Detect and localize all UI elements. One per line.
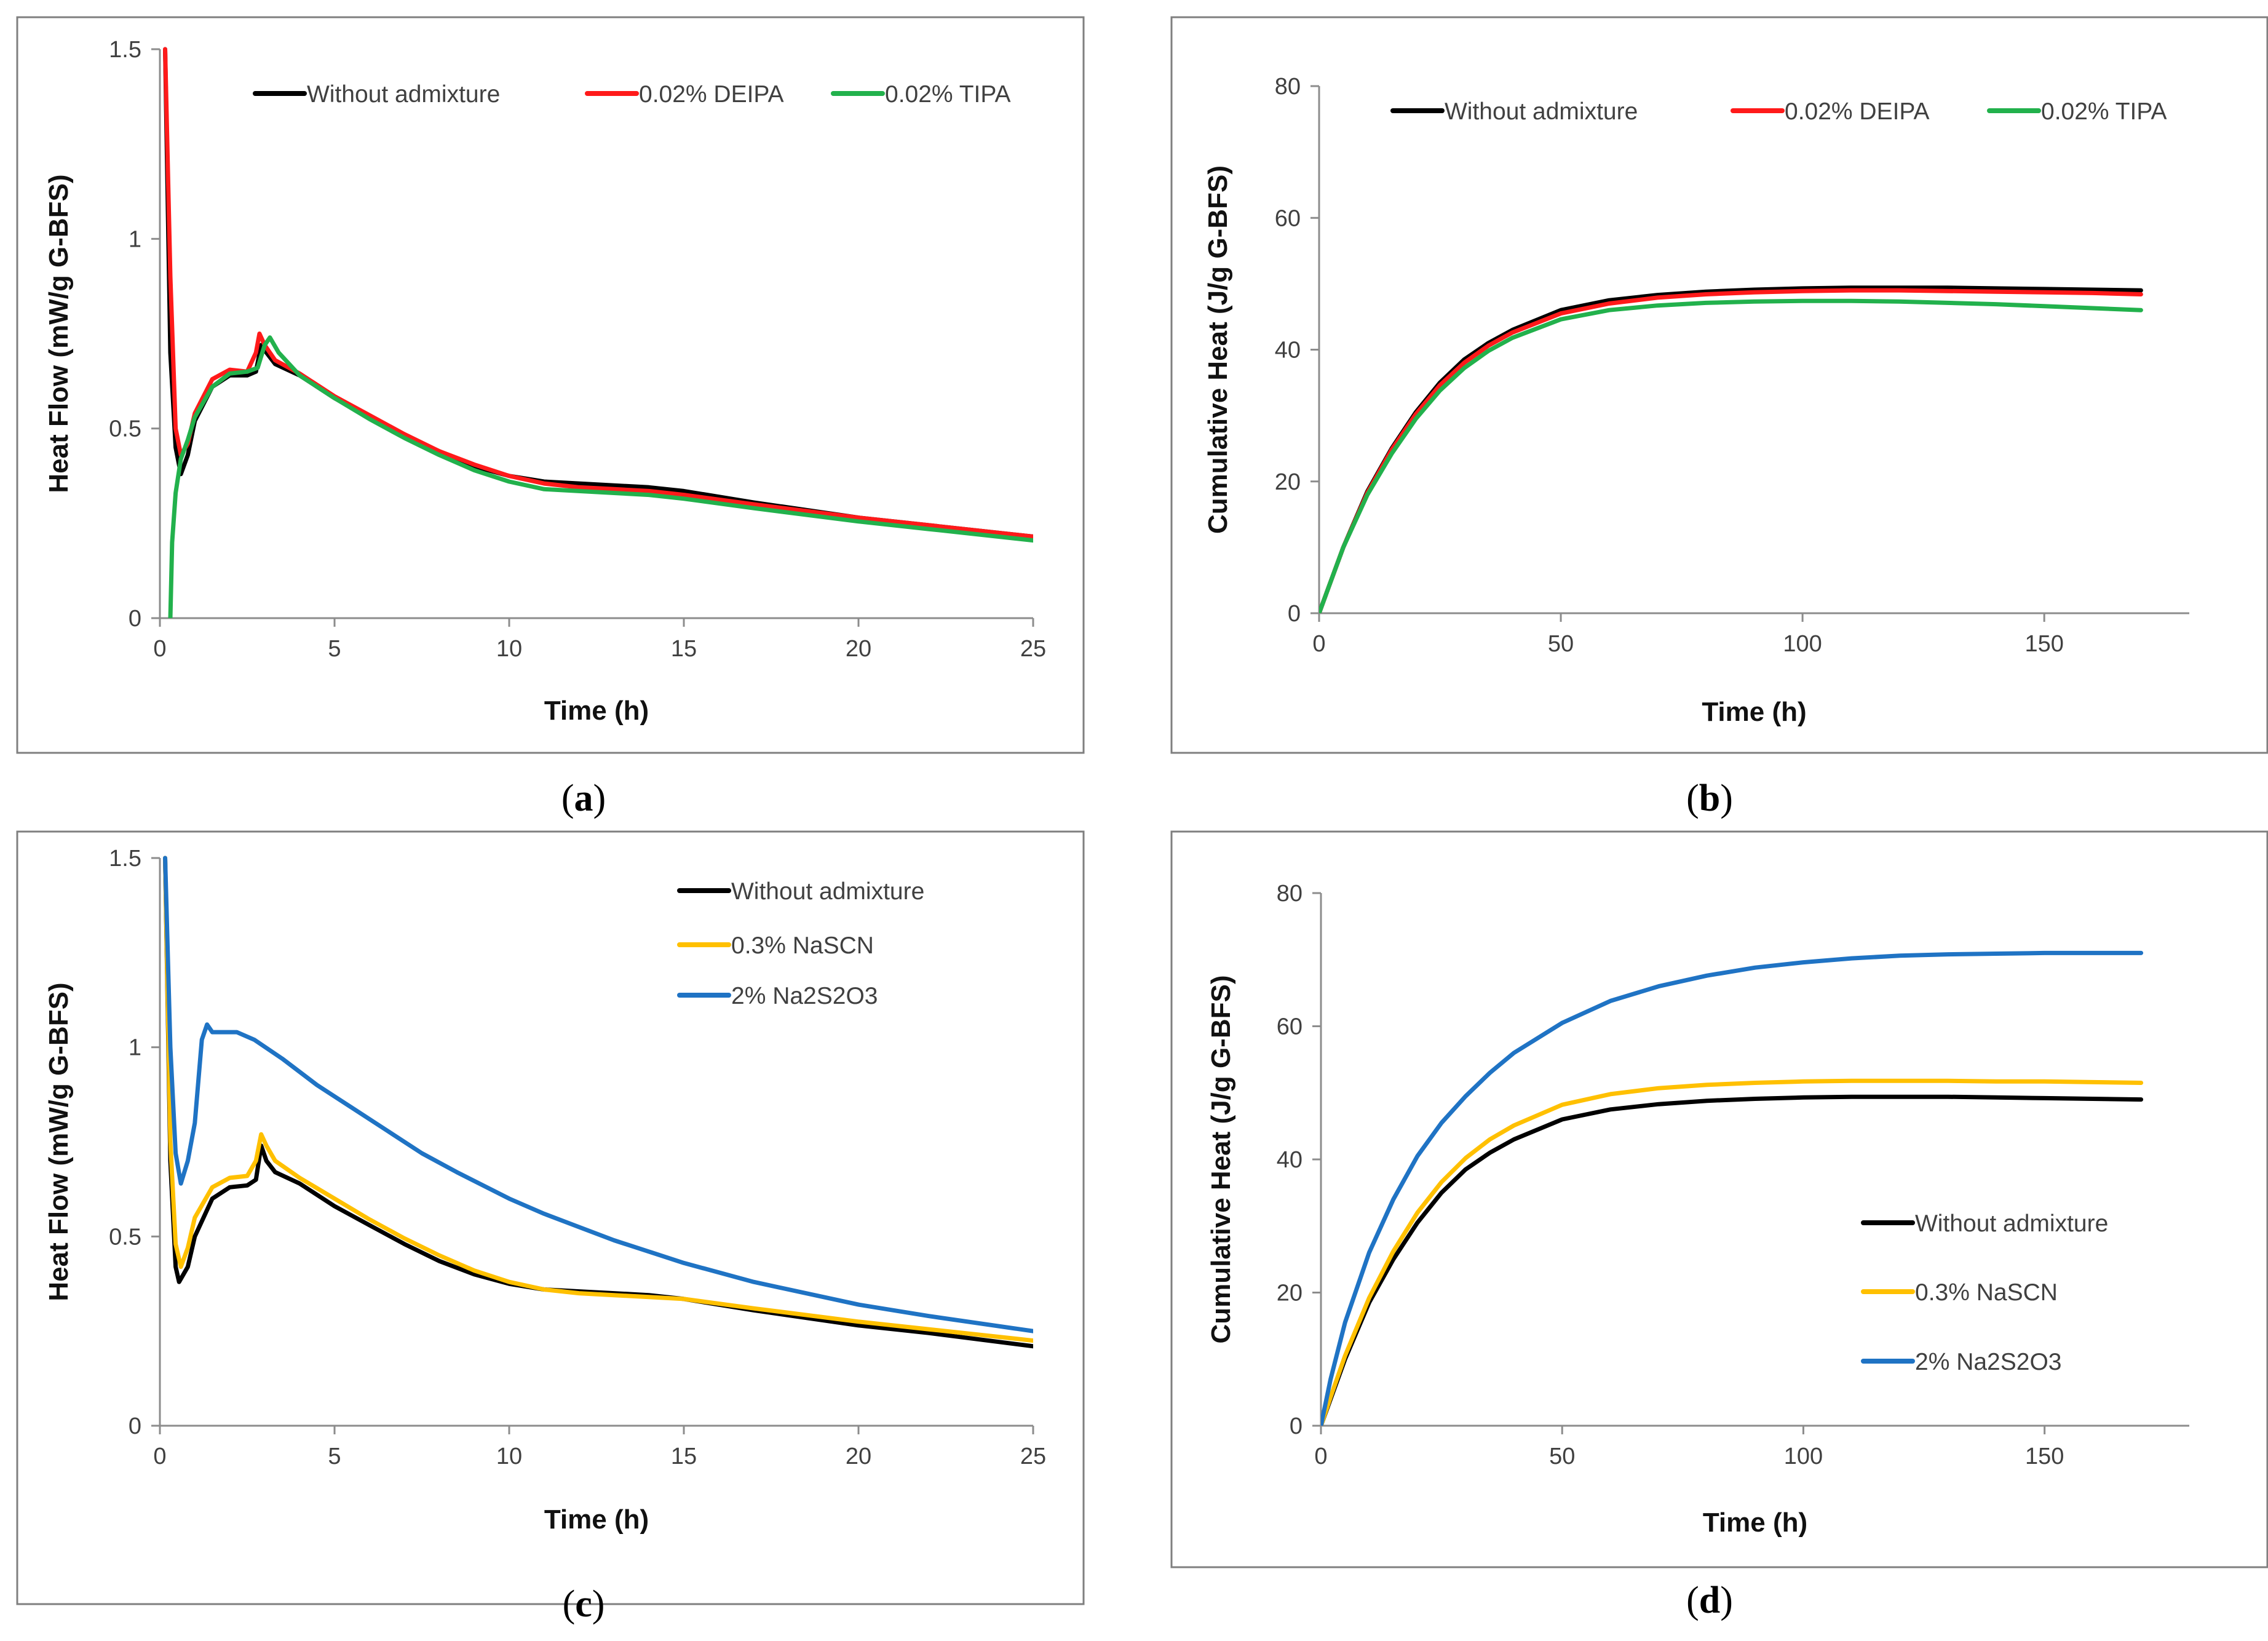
legend-label: 0.02% TIPA [885, 81, 1011, 108]
x-tick-label: 20 [846, 636, 871, 662]
y-tick-label: 0 [1290, 1413, 1303, 1439]
y-tick-label: 0.5 [109, 1224, 141, 1250]
y-tick-label: 40 [1275, 338, 1301, 364]
legend-label: Without admixture [1445, 98, 1638, 125]
legend-label: 0.02% DEIPA [639, 81, 784, 108]
x-tick-label: 50 [1548, 631, 1574, 657]
y-tick-label: 1 [129, 1035, 141, 1061]
x-axis-title: Time (h) [1702, 697, 1806, 727]
panel-label-letter: c [575, 1583, 592, 1625]
panel-label: (a) [561, 777, 606, 819]
legend-label: 0.3% NaSCN [1915, 1279, 2058, 1306]
y-tick-label: 1 [129, 226, 141, 252]
x-tick-label: 25 [1020, 1444, 1046, 1469]
panel-label-open: ( [563, 1583, 576, 1625]
y-axis-title: Heat Flow (mW/g G-BFS) [44, 982, 74, 1301]
chart-panel-a: 0 5 10 15 20 25 0 0.5 1 1.5 Time (h) Heat Flow (mW/… [16, 16, 1085, 819]
x-tick-label: 5 [328, 636, 341, 662]
series-line-1 [1321, 1094, 2144, 1426]
x-tick-label: 15 [671, 636, 697, 662]
panel-label-open: ( [561, 777, 574, 819]
x-tick-label: 150 [2024, 631, 2063, 657]
series-line-3 [1319, 298, 2143, 613]
panel-label: (c) [563, 1583, 605, 1625]
panel-label-letter: d [1699, 1579, 1720, 1621]
y-tick-label: 20 [1275, 469, 1301, 495]
x-tick-label: 0 [153, 636, 166, 662]
series-line-3 [168, 335, 1033, 618]
y-tick-label: 60 [1277, 1014, 1303, 1040]
chart-panel-b: 0 50 100 150 0 20 40 60 80 Time (h) Cumulative Hea… [1170, 16, 2268, 819]
y-tick-label: 80 [1275, 74, 1301, 100]
x-tick-label: 0 [1312, 631, 1325, 657]
y-tick-label: 0 [1288, 601, 1301, 627]
x-tick-label: 50 [1549, 1444, 1575, 1469]
y-axis-title: Cumulative Heat (J/g G-BFS) [1203, 165, 1233, 534]
x-tick-label: 150 [2025, 1444, 2064, 1469]
x-axis-title: Time (h) [544, 1504, 649, 1535]
panel-label-close: ) [1720, 777, 1733, 819]
legend-label: 2% Na2S2O3 [1915, 1349, 2061, 1375]
x-tick-label: 0 [153, 1444, 166, 1469]
y-tick-label: 1.5 [109, 846, 141, 872]
x-tick-label: 20 [846, 1444, 871, 1469]
x-tick-label: 10 [496, 1444, 522, 1469]
x-tick-label: 15 [671, 1444, 697, 1469]
x-axis-title: Time (h) [1703, 1508, 1807, 1538]
panel-label-close: ) [593, 777, 606, 819]
x-axis-title: Time (h) [544, 696, 649, 726]
chart-panel-c: 0 5 10 15 20 25 0 0.5 1 1.5 Time (h) Heat Flow (mW/… [16, 830, 1085, 1625]
chart-frame [1170, 16, 2268, 754]
x-tick-label: 0 [1314, 1444, 1327, 1469]
legend-label: Without admixture [307, 81, 500, 108]
legend-label: 0.3% NaSCN [731, 932, 874, 959]
x-tick-label: 100 [1783, 631, 1822, 657]
legend-label: 0.02% DEIPA [1785, 98, 1930, 125]
panel-label-close: ) [1720, 1579, 1733, 1621]
series-line-3 [1321, 950, 2144, 1426]
legend-label: Without admixture [1915, 1210, 2108, 1237]
series-line-2 [1321, 1078, 2144, 1426]
y-tick-label: 1.5 [109, 37, 141, 63]
y-tick-label: 0 [129, 606, 141, 632]
x-tick-label: 10 [496, 636, 522, 662]
legend-label: Without admixture [731, 878, 924, 905]
chart-frame [1170, 830, 2268, 1568]
x-tick-label: 5 [328, 1444, 341, 1469]
panel-label: (d) [1686, 1579, 1733, 1621]
y-tick-label: 0 [129, 1413, 141, 1439]
y-tick-label: 60 [1275, 205, 1301, 231]
x-tick-label: 100 [1784, 1444, 1823, 1469]
x-tick-label: 25 [1020, 636, 1046, 662]
y-tick-label: 0.5 [109, 416, 141, 442]
series-line-2 [163, 856, 1033, 1343]
panel-label-letter: b [1699, 777, 1720, 819]
panel-label: (b) [1686, 777, 1733, 819]
panel-label-open: ( [1686, 777, 1699, 819]
chart-frame [16, 16, 1085, 754]
y-tick-label: 20 [1277, 1281, 1303, 1306]
legend-label: 0.02% TIPA [2041, 98, 2167, 125]
series-line-3 [163, 856, 1033, 1333]
y-axis-title: Heat Flow (mW/g G-BFS) [44, 174, 74, 493]
panel-label-close: ) [592, 1583, 605, 1625]
y-tick-label: 80 [1277, 881, 1303, 907]
y-axis-title: Cumulative Heat (J/g G-BFS) [1206, 975, 1236, 1344]
y-tick-label: 40 [1277, 1147, 1303, 1173]
panel-label-open: ( [1686, 1579, 1699, 1621]
legend-label: 2% Na2S2O3 [731, 983, 878, 1009]
panel-label-letter: a [574, 777, 593, 819]
chart-panel-d: 0 50 100 150 0 20 40 60 80 Time (h) Cumulative Hea… [1170, 830, 2268, 1621]
